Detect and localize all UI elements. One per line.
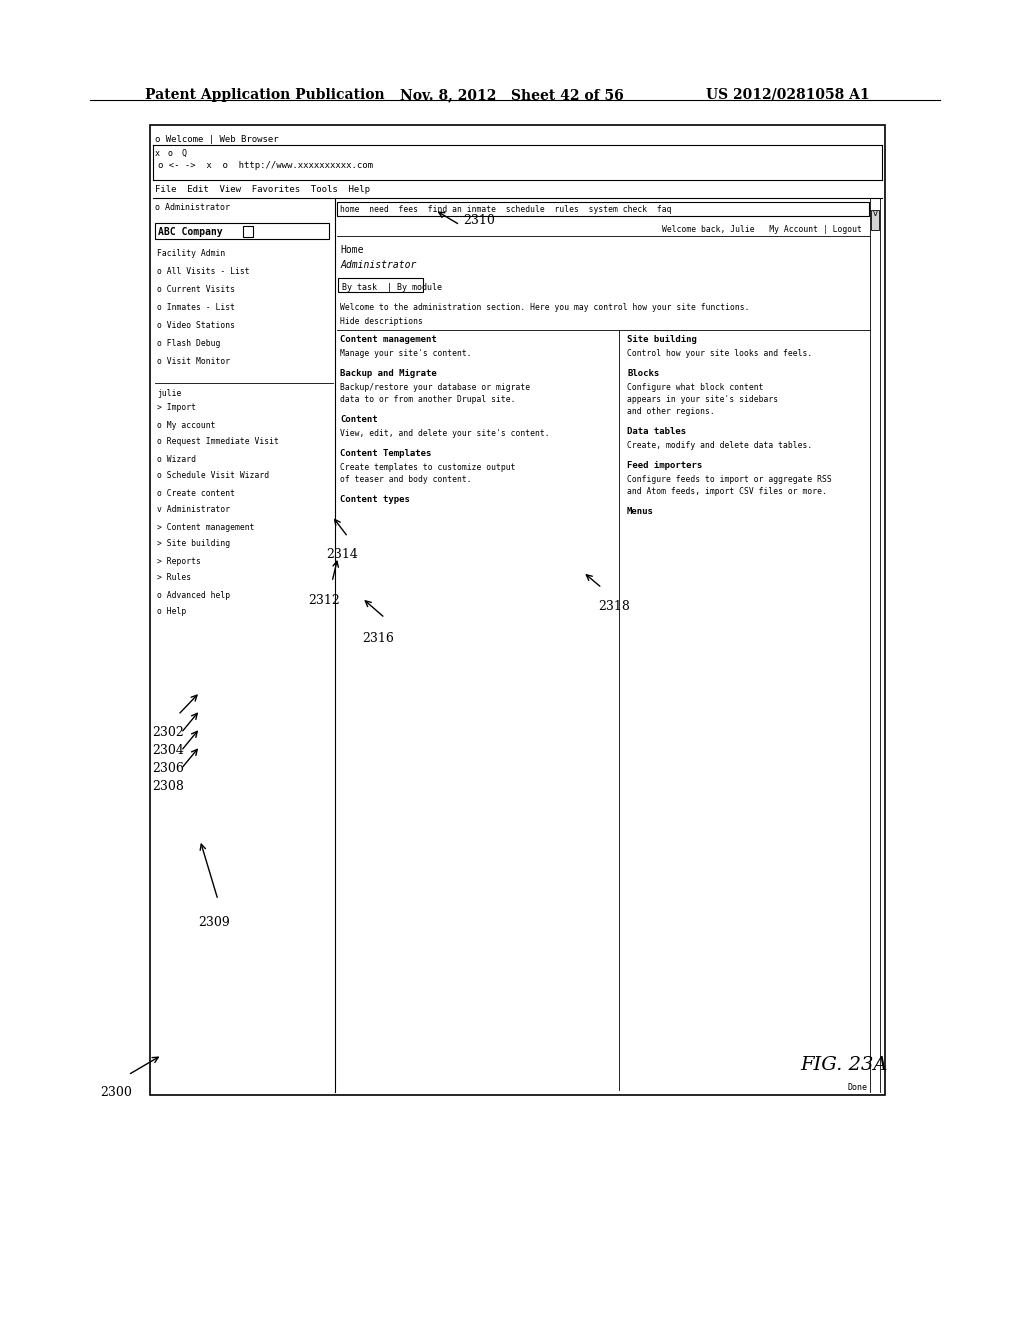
Text: 2309: 2309: [198, 916, 229, 928]
Text: 2314: 2314: [326, 548, 357, 561]
Text: > Rules: > Rules: [157, 573, 191, 582]
Text: > Content management: > Content management: [157, 523, 255, 532]
Text: o Visit Monitor: o Visit Monitor: [157, 356, 230, 366]
FancyBboxPatch shape: [337, 202, 869, 216]
Text: o <- ->  x  o  http://www.xxxxxxxxxx.com: o <- -> x o http://www.xxxxxxxxxx.com: [158, 161, 373, 169]
Text: Administrator: Administrator: [340, 260, 417, 271]
Text: Q: Q: [181, 149, 186, 157]
Text: o: o: [168, 149, 173, 157]
Text: ABC Company: ABC Company: [158, 227, 222, 238]
Text: o Request Immediate Visit: o Request Immediate Visit: [157, 437, 279, 446]
Text: By task  | By module: By task | By module: [342, 282, 442, 292]
Text: 2312: 2312: [308, 594, 340, 606]
FancyBboxPatch shape: [150, 125, 885, 1096]
Text: Site building: Site building: [627, 335, 697, 345]
Text: o My account: o My account: [157, 421, 215, 429]
FancyBboxPatch shape: [338, 279, 423, 292]
Text: o Wizard: o Wizard: [157, 454, 196, 463]
Text: Create, modify and delete data tables.: Create, modify and delete data tables.: [627, 441, 812, 450]
Text: x: x: [155, 149, 160, 157]
Text: 2306: 2306: [152, 763, 184, 776]
Text: o Advanced help: o Advanced help: [157, 590, 230, 599]
Text: o All Visits - List: o All Visits - List: [157, 267, 250, 276]
Text: > Site building: > Site building: [157, 540, 230, 549]
Text: View, edit, and delete your site's content.: View, edit, and delete your site's conte…: [340, 429, 550, 438]
Text: 2318: 2318: [598, 599, 630, 612]
Text: Home: Home: [340, 246, 364, 255]
Text: o Help: o Help: [157, 607, 186, 616]
Text: Control how your site looks and feels.: Control how your site looks and feels.: [627, 350, 812, 359]
Text: 2304: 2304: [152, 744, 184, 758]
Text: o Schedule Visit Wizard: o Schedule Visit Wizard: [157, 471, 269, 480]
Text: Content management: Content management: [340, 335, 437, 345]
Text: Manage your site's content.: Manage your site's content.: [340, 350, 472, 359]
Text: > Import: > Import: [157, 404, 196, 412]
Text: appears in your site's sidebars: appears in your site's sidebars: [627, 396, 778, 404]
Text: o Welcome | Web Browser: o Welcome | Web Browser: [155, 135, 279, 144]
Text: Welcome back, Julie   My Account | Logout: Welcome back, Julie My Account | Logout: [663, 226, 862, 235]
Text: US 2012/0281058 A1: US 2012/0281058 A1: [707, 88, 870, 102]
Text: Configure feeds to import or aggregate RSS: Configure feeds to import or aggregate R…: [627, 475, 831, 484]
Text: 2308: 2308: [152, 780, 184, 793]
Text: o Video Stations: o Video Stations: [157, 321, 234, 330]
FancyBboxPatch shape: [871, 210, 879, 230]
Text: Welcome to the administration section. Here you may control how your site functi: Welcome to the administration section. H…: [340, 302, 750, 312]
Text: Nov. 8, 2012   Sheet 42 of 56: Nov. 8, 2012 Sheet 42 of 56: [400, 88, 624, 102]
Text: Done: Done: [847, 1082, 867, 1092]
Text: o Inmates - List: o Inmates - List: [157, 302, 234, 312]
Text: Backup and Migrate: Backup and Migrate: [340, 370, 437, 379]
FancyBboxPatch shape: [243, 226, 253, 238]
Text: Patent Application Publication: Patent Application Publication: [145, 88, 385, 102]
Text: Facility Admin: Facility Admin: [157, 248, 225, 257]
Text: o Create content: o Create content: [157, 488, 234, 498]
Text: 2310: 2310: [463, 214, 495, 227]
Text: o Administrator: o Administrator: [155, 202, 230, 211]
Text: Feed importers: Feed importers: [627, 462, 702, 470]
Text: Backup/restore your database or migrate: Backup/restore your database or migrate: [340, 384, 530, 392]
Text: > Reports: > Reports: [157, 557, 201, 565]
Text: 2316: 2316: [362, 631, 394, 644]
Text: Content Templates: Content Templates: [340, 450, 431, 458]
Text: of teaser and body content.: of teaser and body content.: [340, 475, 472, 484]
Text: FIG. 23A: FIG. 23A: [800, 1056, 888, 1074]
FancyBboxPatch shape: [155, 223, 329, 239]
Text: julie: julie: [157, 388, 181, 397]
Text: home  need  fees  find an inmate  schedule  rules  system check  faq: home need fees find an inmate schedule r…: [340, 206, 672, 214]
Text: Content: Content: [340, 416, 378, 425]
Text: v: v: [872, 209, 878, 218]
Text: Create templates to customize output: Create templates to customize output: [340, 463, 515, 473]
Text: 2302: 2302: [152, 726, 183, 739]
Text: 2300: 2300: [100, 1085, 132, 1098]
Text: and other regions.: and other regions.: [627, 408, 715, 417]
Text: File  Edit  View  Favorites  Tools  Help: File Edit View Favorites Tools Help: [155, 186, 370, 194]
Text: Menus: Menus: [627, 507, 654, 516]
Text: Configure what block content: Configure what block content: [627, 384, 764, 392]
Text: Data tables: Data tables: [627, 428, 686, 437]
Text: v Administrator: v Administrator: [157, 506, 230, 515]
Text: Hide descriptions: Hide descriptions: [340, 318, 423, 326]
Text: and Atom feeds, import CSV files or more.: and Atom feeds, import CSV files or more…: [627, 487, 826, 496]
Text: o Flash Debug: o Flash Debug: [157, 338, 220, 347]
Text: Blocks: Blocks: [627, 370, 659, 379]
Text: Content types: Content types: [340, 495, 410, 504]
Text: data to or from another Drupal site.: data to or from another Drupal site.: [340, 396, 515, 404]
Text: o Current Visits: o Current Visits: [157, 285, 234, 293]
